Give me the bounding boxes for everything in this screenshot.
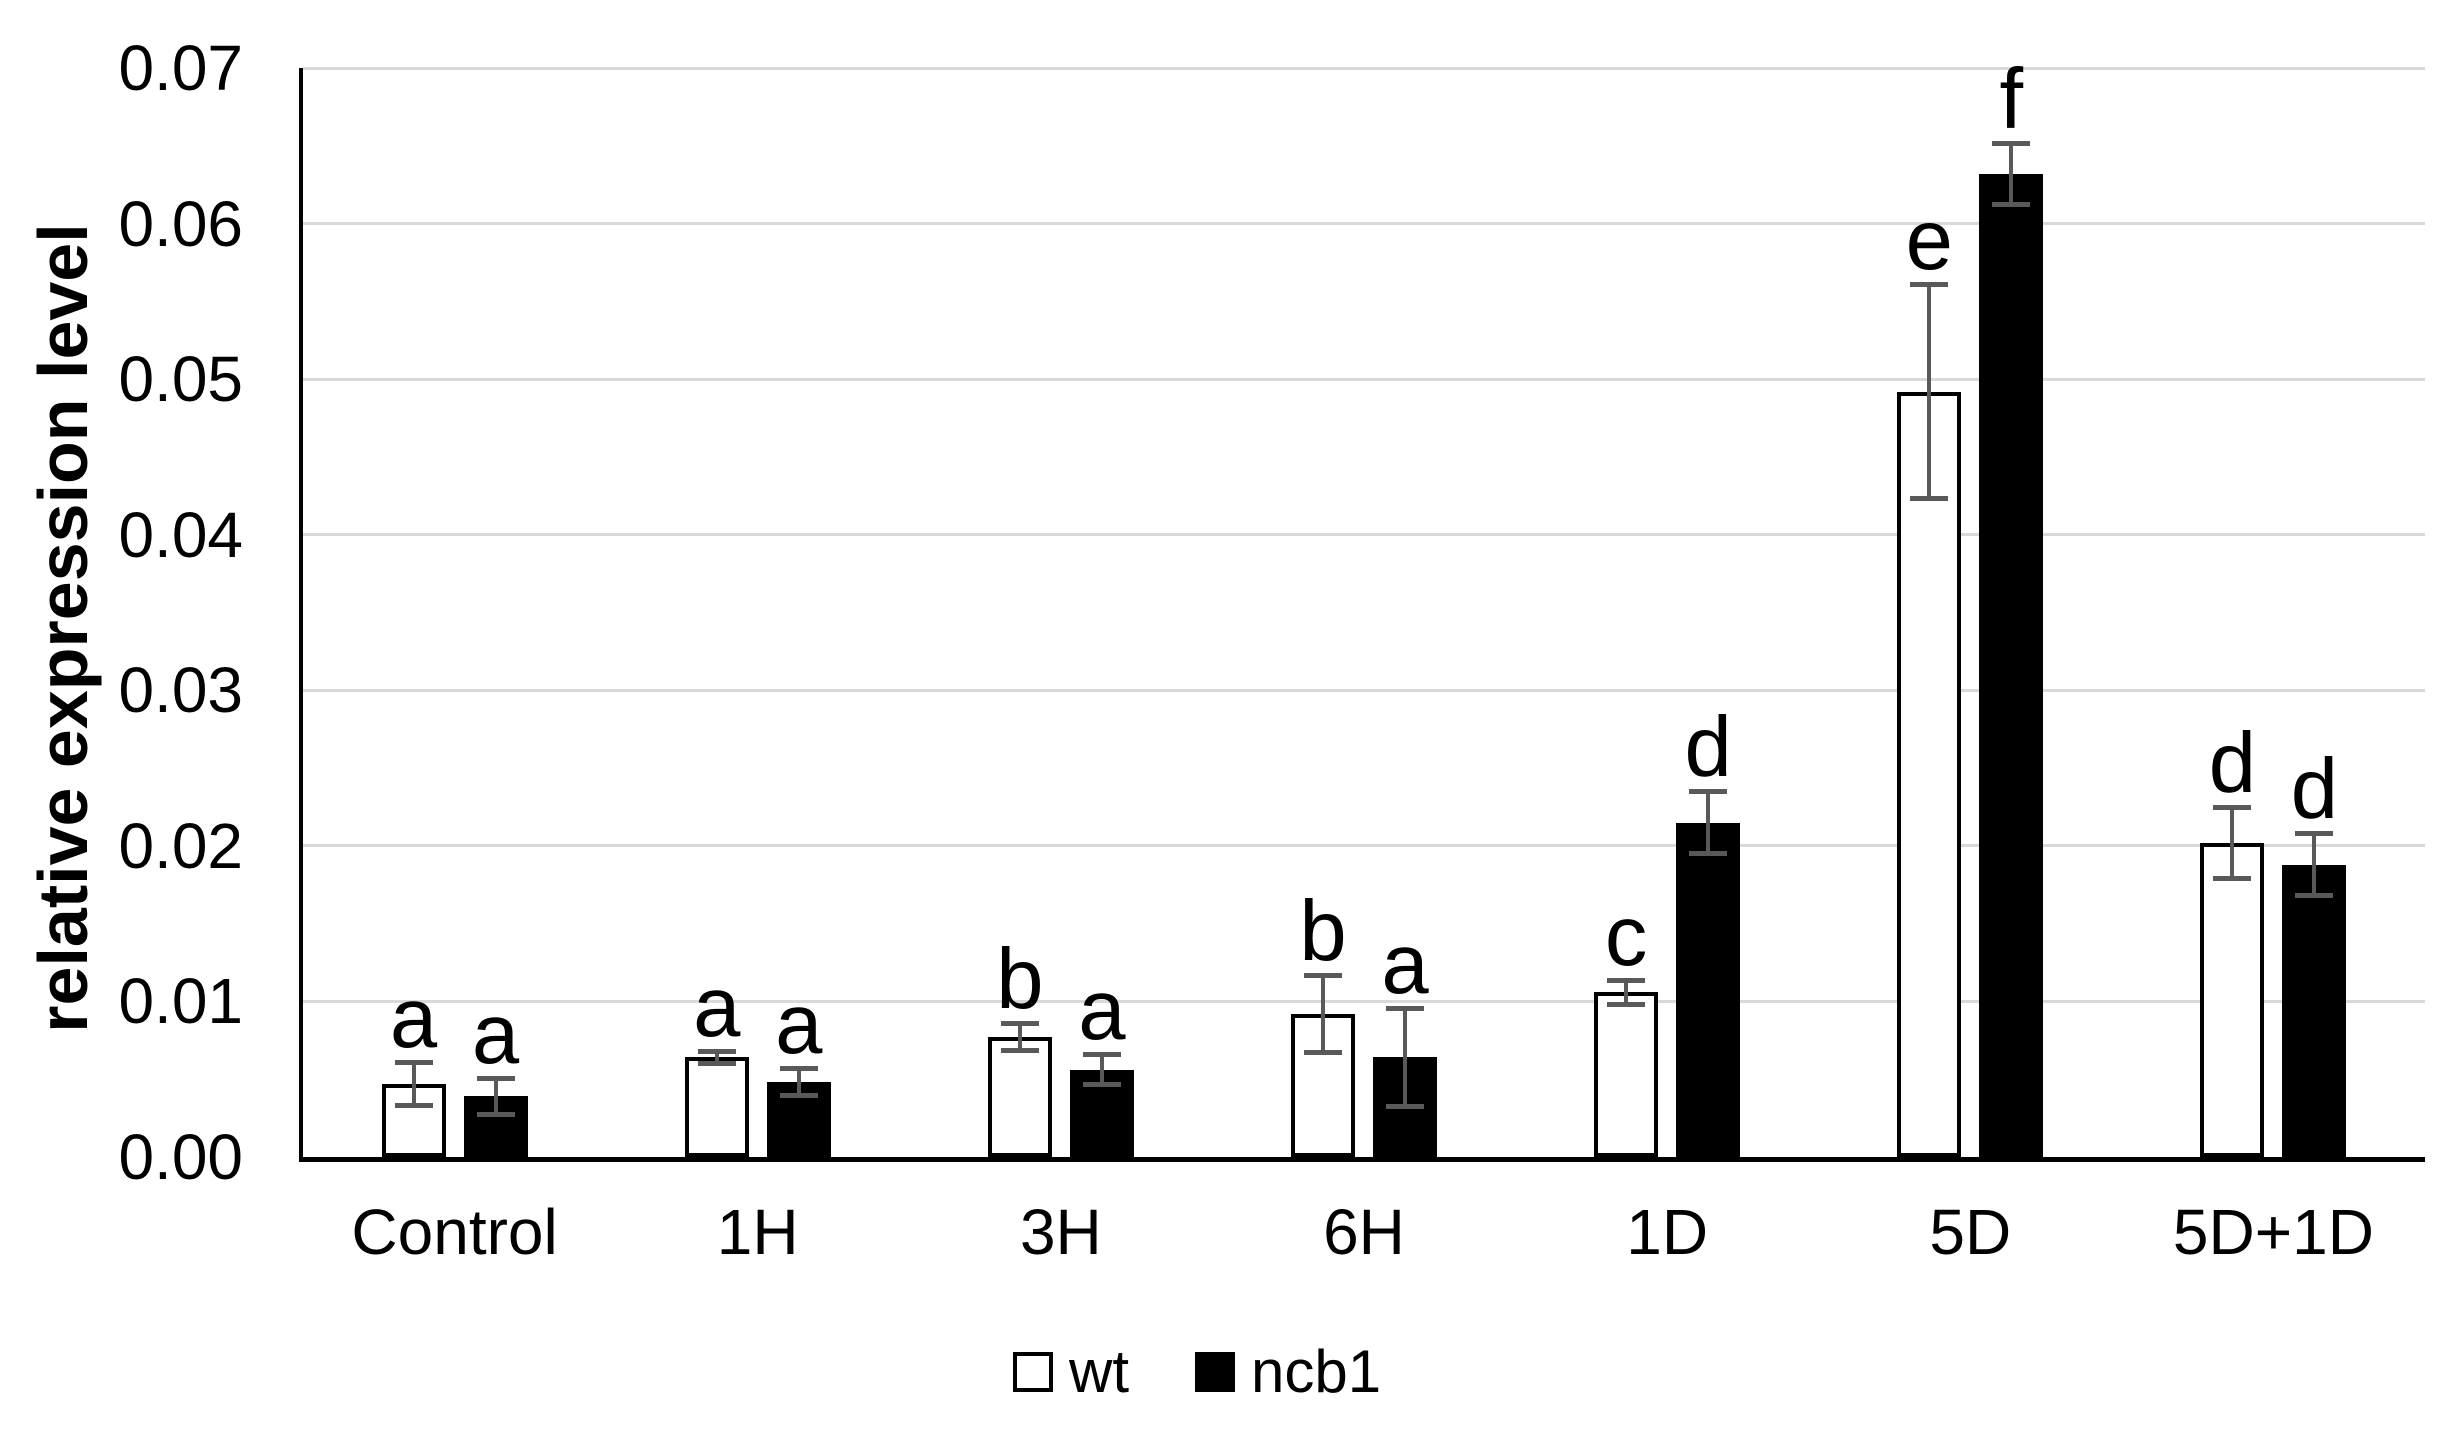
error-cap-bottom-wt-5D [1910, 495, 1949, 501]
x-category-label-1D: 1D [1626, 1196, 1709, 1268]
error-cap-top-ncb1-3H [1082, 1052, 1121, 1058]
sig-letter-wt-5D: e [1905, 193, 1953, 289]
error-cap-top-ncb1-5D+1D [2295, 831, 2334, 837]
bar-wt-Control [381, 1083, 446, 1157]
error-cap-top-wt-1H [697, 1049, 736, 1055]
ncb1-swatch-icon [1195, 1352, 1235, 1392]
y-axis-title: relative expression level [24, 223, 102, 1033]
error-cap-top-ncb1-5D [1992, 140, 2031, 146]
sig-letter-wt-Control: a [389, 971, 438, 1067]
error-bar-wt-6H [1321, 974, 1325, 1053]
y-tick-label-0.05: 0.05 [118, 343, 243, 416]
y-axis-line [299, 68, 303, 1157]
sig-letter-ncb1-5D+1D: d [2290, 742, 2339, 838]
error-cap-top-wt-Control [394, 1060, 433, 1066]
sig-letter-wt-5D+1D: d [2208, 715, 2257, 811]
bar-ncb1-5D+1D [2282, 864, 2347, 1157]
legend-label-wt: wt [1069, 1338, 1129, 1405]
error-bar-ncb1-1D [1706, 791, 1711, 854]
error-bar-ncb1-5D [2009, 142, 2014, 205]
error-bar-wt-3H [1017, 1023, 1022, 1052]
bar-wt-1D [1594, 992, 1659, 1157]
error-bar-ncb1-Control [493, 1077, 498, 1115]
gridline-0.07 [303, 66, 2425, 70]
y-tick-label-0.01: 0.01 [118, 965, 243, 1038]
gridline-0.05 [303, 377, 2425, 381]
x-axis-line [299, 1157, 2425, 1162]
gridline-0.02 [303, 844, 2425, 848]
bar-wt-3H [987, 1037, 1052, 1157]
gridline-0.04 [303, 533, 2425, 537]
error-cap-bottom-ncb1-5D+1D [2295, 892, 2334, 898]
sig-letter-ncb1-1D: d [1684, 700, 1732, 796]
error-bar-wt-1D [1624, 979, 1629, 1005]
y-tick-label-0.02: 0.02 [118, 809, 243, 882]
sig-letter-ncb1-3H: a [1078, 963, 1126, 1059]
error-cap-top-ncb1-Control [476, 1075, 515, 1081]
gridline-0.01 [303, 999, 2425, 1003]
bar-wt-5D [1897, 391, 1962, 1157]
sig-letter-wt-1D: c [1604, 888, 1648, 984]
error-bar-wt-5D+1D [2230, 806, 2235, 879]
error-cap-bottom-ncb1-1H [779, 1093, 818, 1099]
error-cap-bottom-wt-1H [697, 1060, 736, 1066]
error-cap-top-wt-3H [1000, 1021, 1039, 1027]
legend-item-ncb1: ncb1 [1195, 1342, 1381, 1402]
x-category-label-5D+1D: 5D+1D [2172, 1196, 2374, 1268]
error-cap-top-wt-5D+1D [2213, 804, 2252, 810]
bar-wt-1H [684, 1057, 749, 1157]
x-category-label-1H: 1H [716, 1196, 799, 1268]
error-cap-bottom-ncb1-1D [1689, 850, 1728, 856]
error-cap-bottom-wt-5D+1D [2213, 875, 2252, 881]
error-cap-bottom-ncb1-6H [1386, 1104, 1424, 1110]
x-category-label-3H: 3H [1019, 1196, 1102, 1268]
error-bar-ncb1-6H [1403, 1007, 1407, 1108]
error-cap-bottom-ncb1-5D [1992, 201, 2031, 207]
y-tick-label-0.04: 0.04 [118, 498, 243, 571]
bar-ncb1-Control [463, 1096, 528, 1157]
y-tick-label-0.03: 0.03 [118, 654, 243, 727]
bar-ncb1-1D [1676, 822, 1741, 1157]
error-cap-top-wt-5D [1910, 282, 1949, 288]
legend: wt ncb1 [1013, 1342, 1381, 1402]
error-cap-top-ncb1-1H [779, 1066, 818, 1072]
error-cap-bottom-wt-Control [394, 1102, 433, 1108]
error-bar-wt-1H [714, 1051, 719, 1064]
error-bar-ncb1-5D+1D [2312, 833, 2317, 896]
sig-letter-wt-6H: b [1299, 883, 1347, 979]
error-cap-bottom-ncb1-3H [1082, 1082, 1121, 1088]
error-cap-bottom-ncb1-Control [476, 1111, 515, 1117]
error-bar-wt-Control [411, 1062, 416, 1106]
error-bar-ncb1-3H [1099, 1054, 1104, 1086]
sig-letter-wt-1H: a [693, 960, 741, 1056]
error-cap-bottom-wt-3H [1000, 1048, 1039, 1054]
error-cap-top-ncb1-1D [1689, 789, 1728, 795]
bar-ncb1-5D [1979, 173, 2044, 1157]
x-category-label-6H: 6H [1323, 1196, 1405, 1268]
gridline-0.06 [303, 222, 2425, 226]
x-category-label-Control: Control [351, 1196, 558, 1268]
sig-letter-ncb1-6H: a [1381, 916, 1429, 1012]
error-cap-bottom-wt-6H [1304, 1049, 1342, 1055]
sig-letter-ncb1-5D: f [1999, 51, 2024, 147]
error-bar-wt-5D [1927, 284, 1932, 499]
sig-letter-ncb1-Control: a [471, 986, 520, 1082]
y-tick-label-0.06: 0.06 [118, 187, 243, 260]
wt-swatch-icon [1013, 1352, 1053, 1392]
bar-wt-5D+1D [2200, 842, 2265, 1157]
legend-item-wt: wt [1013, 1342, 1129, 1402]
gridline-0.03 [303, 688, 2425, 692]
x-category-label-5D: 5D [1929, 1196, 2012, 1268]
error-cap-top-wt-6H [1304, 972, 1342, 978]
y-tick-label-0.00: 0.00 [118, 1121, 243, 1193]
sig-letter-wt-3H: b [996, 932, 1044, 1028]
error-bar-ncb1-1H [796, 1068, 801, 1097]
legend-label-ncb1: ncb1 [1251, 1338, 1382, 1405]
sig-letter-ncb1-1H: a [775, 977, 823, 1073]
error-cap-bottom-wt-1D [1607, 1001, 1646, 1007]
y-tick-label-0.07: 0.07 [118, 32, 243, 104]
error-cap-top-wt-1D [1607, 977, 1646, 983]
error-cap-top-ncb1-6H [1386, 1005, 1424, 1011]
